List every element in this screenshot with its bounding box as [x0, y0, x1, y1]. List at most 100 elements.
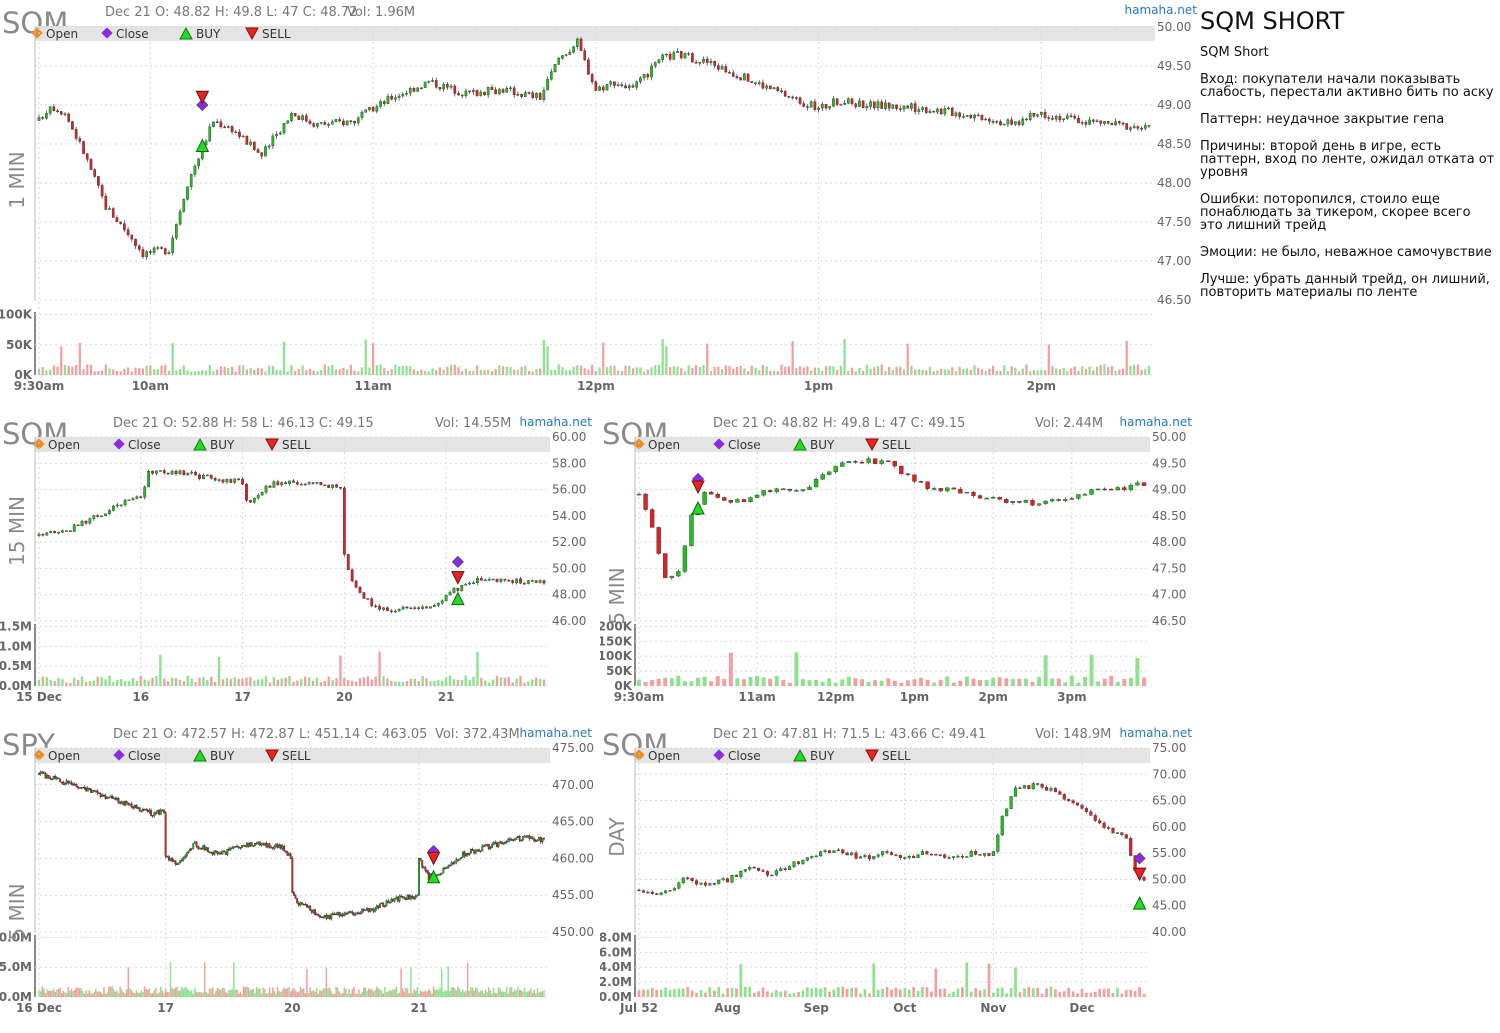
timeframe-label: DAY: [605, 817, 629, 857]
candle: [213, 850, 216, 855]
candle: [94, 790, 97, 793]
volume-bar: [384, 987, 386, 997]
candle: [151, 471, 154, 474]
candle: [724, 66, 728, 73]
candle: [111, 505, 115, 511]
price-tick: 47.50: [1152, 561, 1186, 575]
volume-bar: [881, 988, 884, 997]
candle: [182, 857, 185, 861]
candle: [1043, 111, 1047, 118]
volume-bar: [891, 369, 894, 375]
candle: [307, 905, 310, 908]
candle: [249, 842, 252, 847]
volume-bar: [371, 343, 375, 375]
volume-bar: [179, 990, 182, 997]
buy-marker: [691, 500, 705, 515]
volume-bar: [259, 988, 261, 997]
candle: [171, 857, 174, 862]
candle: [468, 582, 472, 585]
volume-tick: 0.0M: [0, 679, 32, 693]
volume-bar: [361, 991, 363, 997]
candle: [100, 185, 104, 197]
candle: [694, 61, 698, 64]
volume-bar: [51, 990, 53, 997]
volume-bar: [1069, 368, 1073, 375]
legend-close: Close: [128, 749, 161, 763]
volume-bar: [178, 679, 182, 686]
candle: [232, 846, 235, 848]
volume-bar: [770, 992, 774, 997]
candle: [774, 488, 779, 492]
volume-bar: [129, 988, 131, 997]
volume-bar: [912, 987, 915, 997]
volume-bar: [432, 986, 435, 997]
volume-bar: [448, 675, 452, 686]
candle: [119, 221, 122, 224]
candle: [78, 787, 81, 789]
candle: [127, 802, 130, 806]
candle: [669, 575, 674, 578]
volume-bar: [1103, 364, 1106, 375]
volume-bar: [947, 369, 950, 375]
candle: [601, 86, 605, 91]
candle: [965, 114, 969, 117]
volume-header: Vol: 372.43M: [435, 727, 520, 742]
volume-bar: [925, 370, 928, 375]
candle: [178, 211, 182, 225]
volume-bar: [780, 364, 783, 375]
volume-bar: [173, 989, 175, 997]
volume-tick: 6.0M: [600, 945, 632, 959]
volume-bar: [424, 990, 427, 997]
volume-bar: [229, 679, 233, 686]
volume-bar: [1089, 992, 1093, 997]
candle: [798, 97, 802, 104]
candle: [1000, 815, 1004, 836]
volume-bar: [512, 991, 514, 997]
candle: [472, 582, 475, 585]
time-tick: 15 Dec: [16, 690, 62, 704]
candle: [275, 133, 278, 137]
volume-bar: [143, 986, 146, 997]
volume-bar: [587, 369, 590, 375]
volume-bar: [349, 364, 352, 375]
candle: [721, 878, 725, 881]
volume-bar: [104, 364, 107, 375]
candle: [57, 531, 60, 534]
volume-bar: [272, 677, 276, 686]
candle: [167, 856, 170, 861]
volume-bar: [186, 988, 188, 997]
candle: [68, 782, 71, 784]
candle: [876, 101, 880, 109]
volume-bar: [642, 989, 645, 997]
candle: [93, 790, 96, 792]
volume-bar: [746, 371, 750, 375]
volume-bar: [427, 989, 430, 997]
volume-bar: [978, 680, 983, 686]
volume-bar: [854, 371, 857, 375]
candle: [538, 93, 542, 100]
volume-bar: [885, 986, 889, 997]
legend-open: Open: [648, 749, 680, 763]
candle: [260, 843, 263, 846]
ohlc-header: Dec 21 O: 48.82 H: 49.8 L: 47 C: 49.15: [713, 416, 965, 431]
candle: [479, 91, 483, 96]
volume-bar: [260, 993, 263, 997]
volume-bar: [233, 677, 236, 686]
volume-bar: [215, 991, 217, 997]
volume-bar: [988, 368, 991, 375]
volume-bar: [280, 678, 283, 686]
legend-bar: [635, 437, 1150, 452]
volume-bar: [958, 680, 963, 686]
volume-bar: [181, 987, 183, 997]
candle: [372, 909, 375, 912]
candle: [132, 806, 135, 809]
candle: [292, 480, 295, 483]
price-tick: 460.00: [552, 851, 594, 865]
volume-bar: [170, 677, 174, 686]
volume-bar: [132, 992, 134, 997]
volume-bar: [182, 365, 185, 375]
volume-bar: [241, 678, 244, 686]
volume-bar: [513, 369, 516, 375]
candle: [843, 103, 846, 105]
candle: [579, 38, 583, 51]
